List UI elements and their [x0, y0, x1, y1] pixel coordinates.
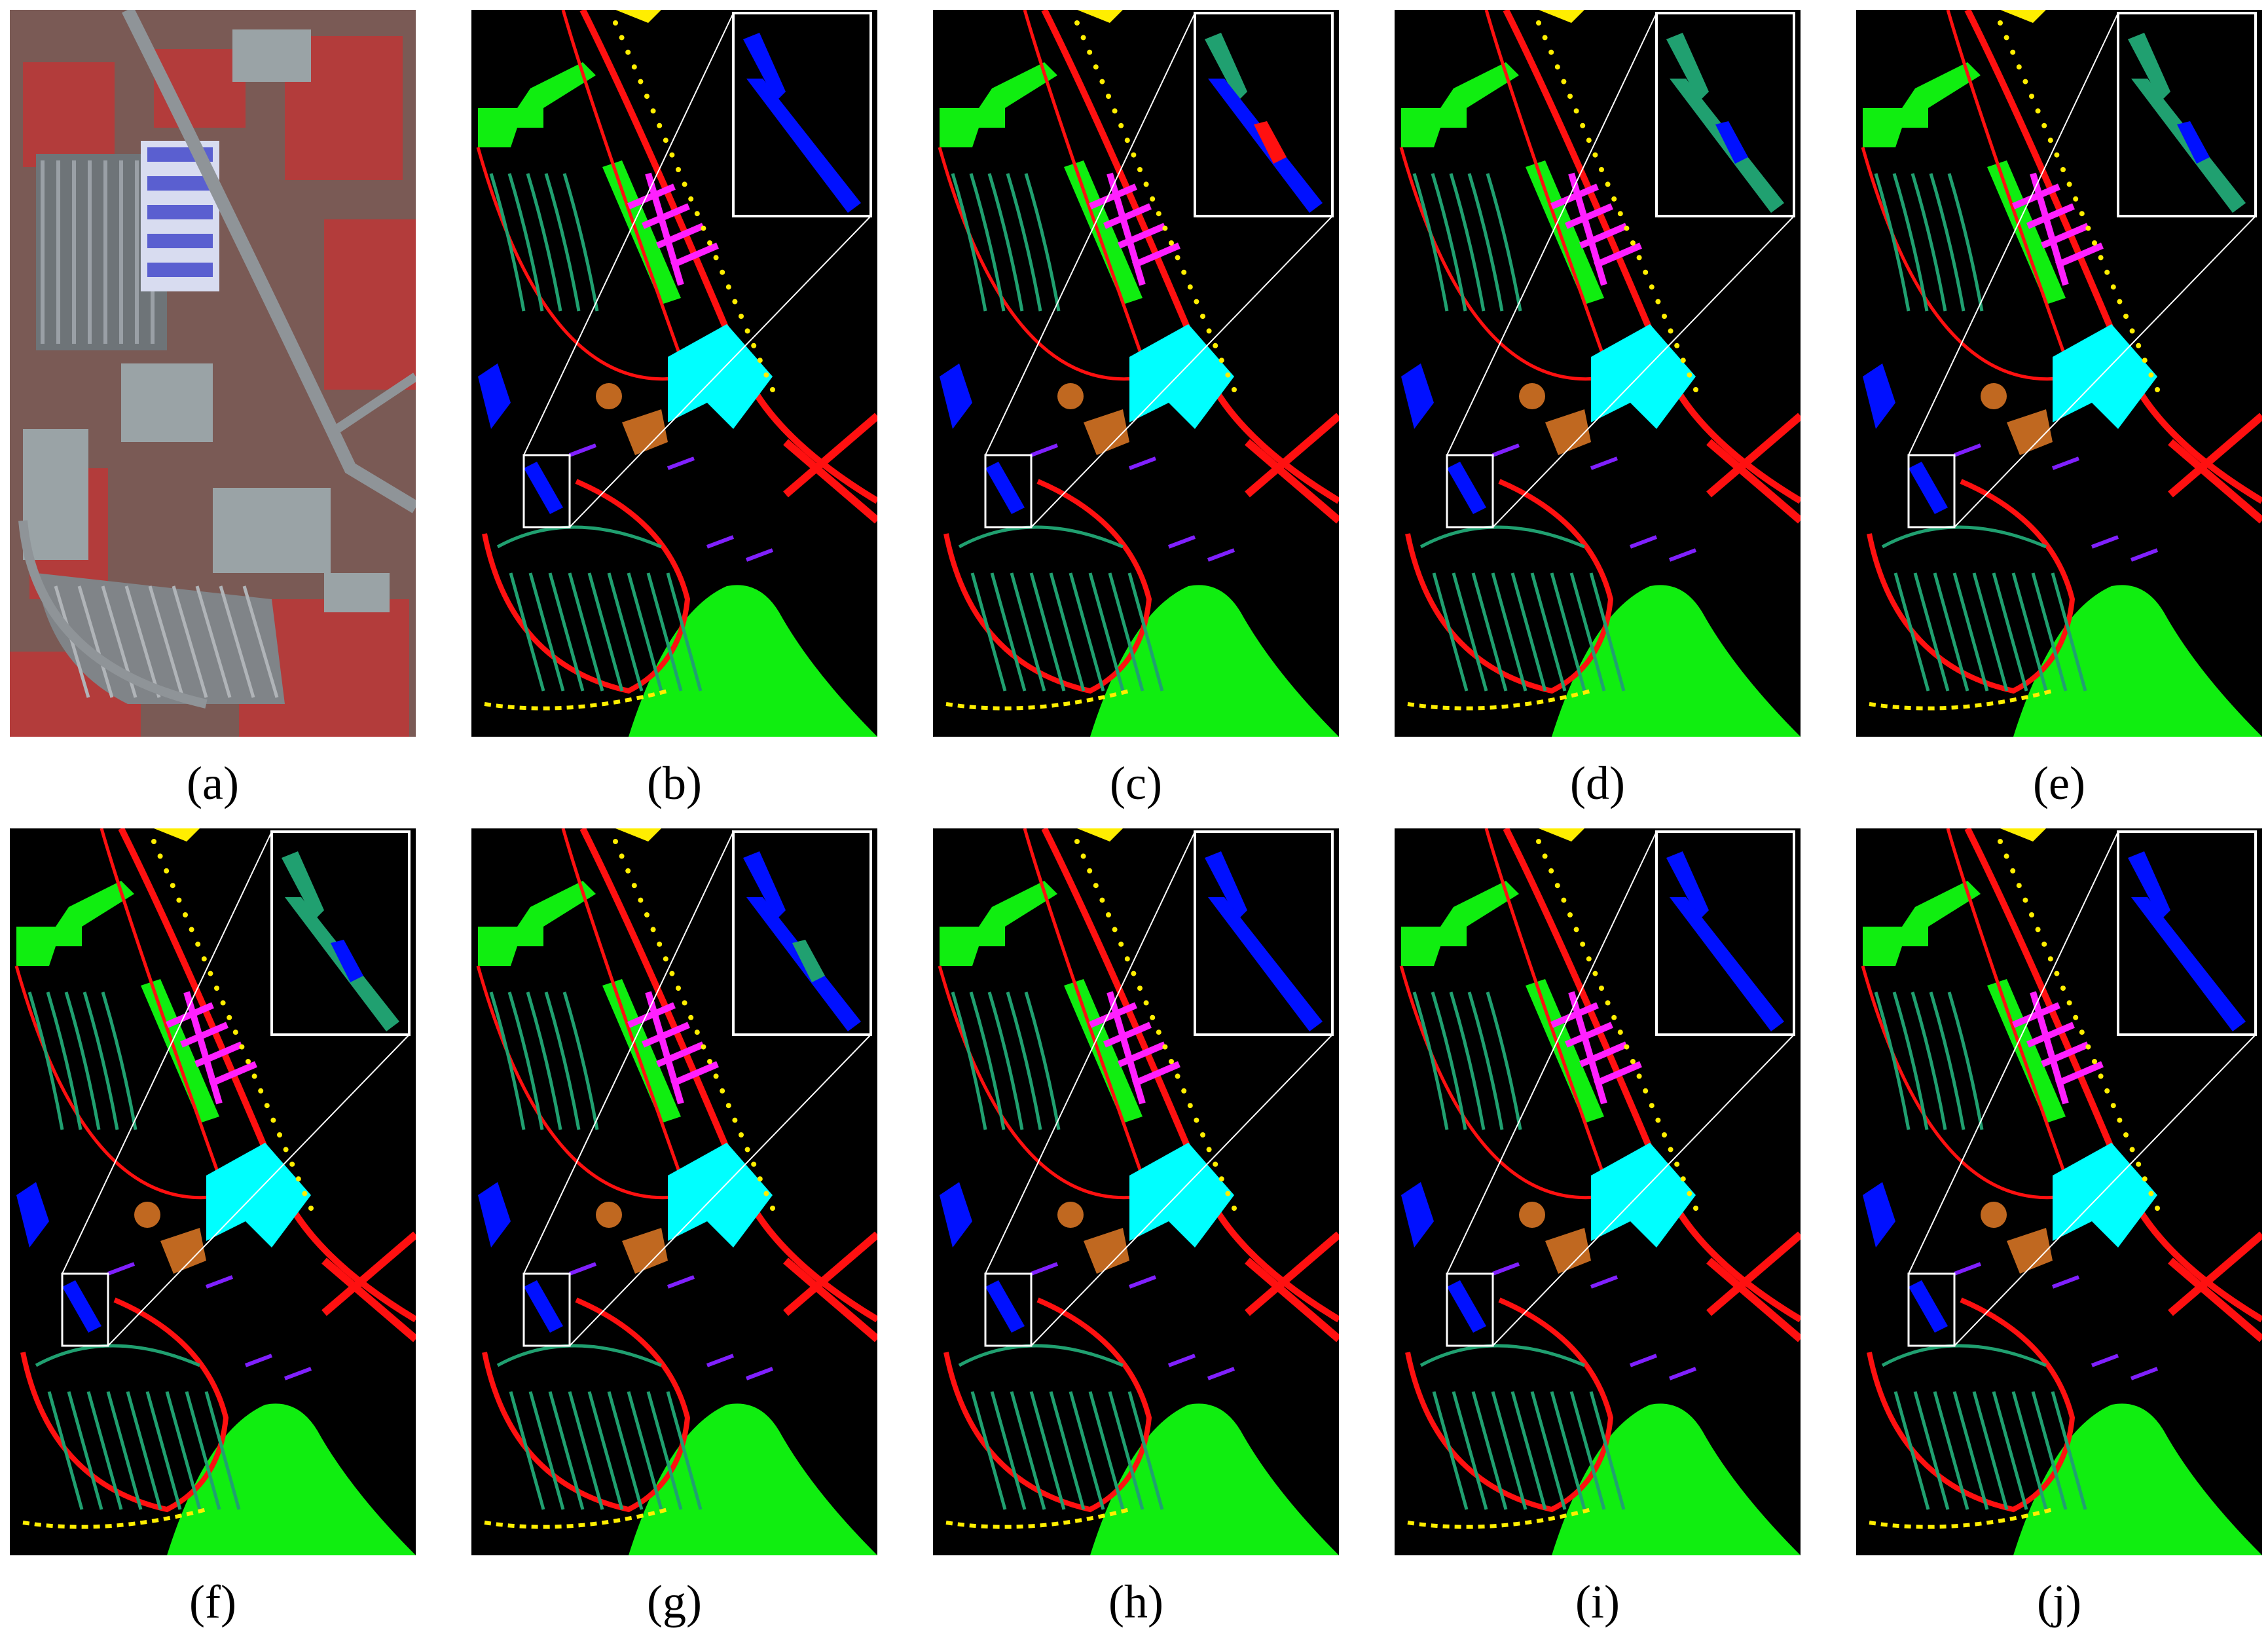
classification-map: [933, 828, 1339, 1555]
panel-a: [10, 10, 416, 737]
panel-c: [933, 10, 1339, 737]
panel-caption: (e): [2033, 757, 2085, 809]
panel-i: [1395, 828, 1801, 1555]
false-color-image: [10, 10, 416, 737]
panel-caption: (c): [1110, 757, 1162, 809]
classification-map: [1856, 828, 2262, 1555]
panel-caption: (g): [647, 1576, 702, 1628]
panel-h: [933, 828, 1339, 1555]
panel-f: [10, 828, 416, 1555]
panel-caption: (j): [2037, 1576, 2081, 1628]
classification-map: [1856, 10, 2262, 737]
panel-caption: (i): [1575, 1576, 1620, 1628]
panel-caption: (a): [187, 757, 239, 809]
panel-caption: (d): [1570, 757, 1625, 809]
panel-caption: (f): [189, 1576, 236, 1628]
classification-map: [1395, 10, 1801, 737]
classification-map: [1395, 828, 1801, 1555]
panel-caption: (b): [647, 757, 702, 809]
panel-d: [1395, 10, 1801, 737]
panel-j: [1856, 828, 2262, 1555]
panel-g: [471, 828, 877, 1555]
classification-map: [471, 10, 877, 737]
panel-b: [471, 10, 877, 737]
panel-e: [1856, 10, 2262, 737]
classification-map: [471, 828, 877, 1555]
classification-map: [933, 10, 1339, 737]
classification-map: [10, 828, 416, 1555]
panel-caption: (h): [1108, 1576, 1163, 1628]
